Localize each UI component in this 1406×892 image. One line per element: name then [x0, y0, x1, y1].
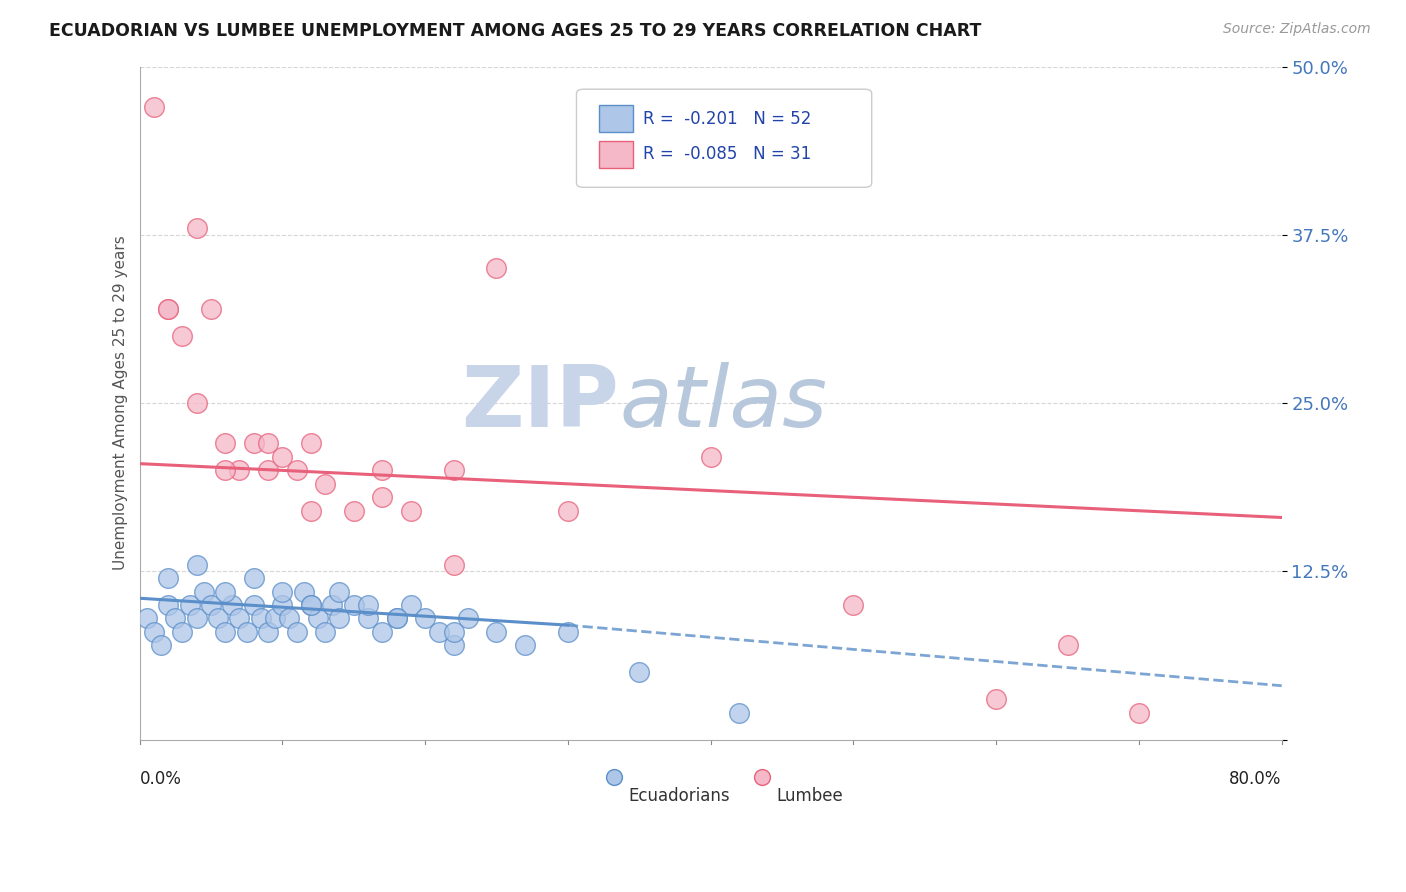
Point: [250, 611, 273, 625]
Point: [135, 611, 157, 625]
Text: Ecuadorians: Ecuadorians: [628, 787, 730, 805]
Point: [513, 638, 536, 652]
Text: R =  -0.085   N = 31: R = -0.085 N = 31: [643, 145, 811, 163]
Point: [399, 598, 422, 612]
Point: [214, 584, 236, 599]
Point: [257, 624, 280, 639]
Point: [443, 624, 465, 639]
Point: [1128, 706, 1150, 720]
Point: [165, 611, 187, 625]
Point: [842, 598, 865, 612]
Point: [285, 463, 308, 477]
Point: [142, 100, 165, 114]
Point: [228, 463, 250, 477]
Point: [214, 436, 236, 450]
Point: [235, 624, 257, 639]
Point: [299, 504, 322, 518]
Point: [557, 624, 579, 639]
Point: [314, 624, 336, 639]
Point: [186, 611, 208, 625]
Point: [728, 706, 751, 720]
Point: [271, 450, 294, 464]
Point: [321, 598, 343, 612]
Point: [371, 463, 394, 477]
Point: [214, 463, 236, 477]
Point: [443, 558, 465, 572]
Point: [371, 624, 394, 639]
Point: [271, 598, 294, 612]
Point: [986, 692, 1008, 706]
Point: [328, 584, 350, 599]
Point: [699, 450, 721, 464]
Point: [371, 491, 394, 505]
Text: 80.0%: 80.0%: [1229, 770, 1282, 788]
Point: [186, 396, 208, 410]
Point: [357, 611, 380, 625]
Point: [443, 638, 465, 652]
Point: [357, 598, 380, 612]
Point: [385, 611, 408, 625]
Point: [149, 638, 172, 652]
Point: [299, 598, 322, 612]
Point: [172, 328, 194, 343]
Point: [228, 611, 250, 625]
Text: Source: ZipAtlas.com: Source: ZipAtlas.com: [1223, 22, 1371, 37]
Point: [186, 558, 208, 572]
Point: [721, 806, 744, 821]
Point: [157, 301, 180, 316]
Point: [257, 463, 280, 477]
Point: [193, 584, 215, 599]
Text: ZIP: ZIP: [461, 361, 619, 444]
Point: [343, 504, 366, 518]
Point: [242, 598, 264, 612]
Point: [314, 476, 336, 491]
Point: [485, 261, 508, 276]
Point: [186, 221, 208, 235]
Point: [328, 611, 350, 625]
Point: [427, 624, 450, 639]
Point: [307, 611, 329, 625]
Text: atlas: atlas: [619, 361, 827, 444]
Point: [157, 301, 180, 316]
Point: [179, 598, 201, 612]
Point: [257, 436, 280, 450]
Point: [221, 598, 243, 612]
Point: [285, 624, 308, 639]
Point: [299, 598, 322, 612]
Point: [557, 504, 579, 518]
Text: Lumbee: Lumbee: [778, 787, 844, 805]
Point: [628, 665, 651, 680]
Point: [299, 436, 322, 450]
Point: [385, 611, 408, 625]
Point: [343, 598, 366, 612]
Point: [242, 436, 264, 450]
Point: [399, 504, 422, 518]
Point: [157, 598, 180, 612]
Text: R =  -0.201   N = 52: R = -0.201 N = 52: [643, 110, 811, 128]
Point: [1056, 638, 1078, 652]
Point: [157, 571, 180, 585]
Point: [214, 624, 236, 639]
Text: ECUADORIAN VS LUMBEE UNEMPLOYMENT AMONG AGES 25 TO 29 YEARS CORRELATION CHART: ECUADORIAN VS LUMBEE UNEMPLOYMENT AMONG …: [49, 22, 981, 40]
Point: [271, 584, 294, 599]
Point: [443, 463, 465, 477]
Point: [485, 624, 508, 639]
Point: [278, 611, 301, 625]
Point: [457, 611, 479, 625]
Point: [907, 806, 929, 821]
Text: 0.0%: 0.0%: [139, 770, 181, 788]
Point: [172, 624, 194, 639]
Point: [200, 301, 222, 316]
Y-axis label: Unemployment Among Ages 25 to 29 years: Unemployment Among Ages 25 to 29 years: [114, 235, 128, 571]
Point: [142, 624, 165, 639]
Point: [292, 584, 315, 599]
Point: [264, 611, 287, 625]
Point: [200, 598, 222, 612]
Point: [413, 611, 436, 625]
Point: [242, 571, 264, 585]
Point: [207, 611, 229, 625]
